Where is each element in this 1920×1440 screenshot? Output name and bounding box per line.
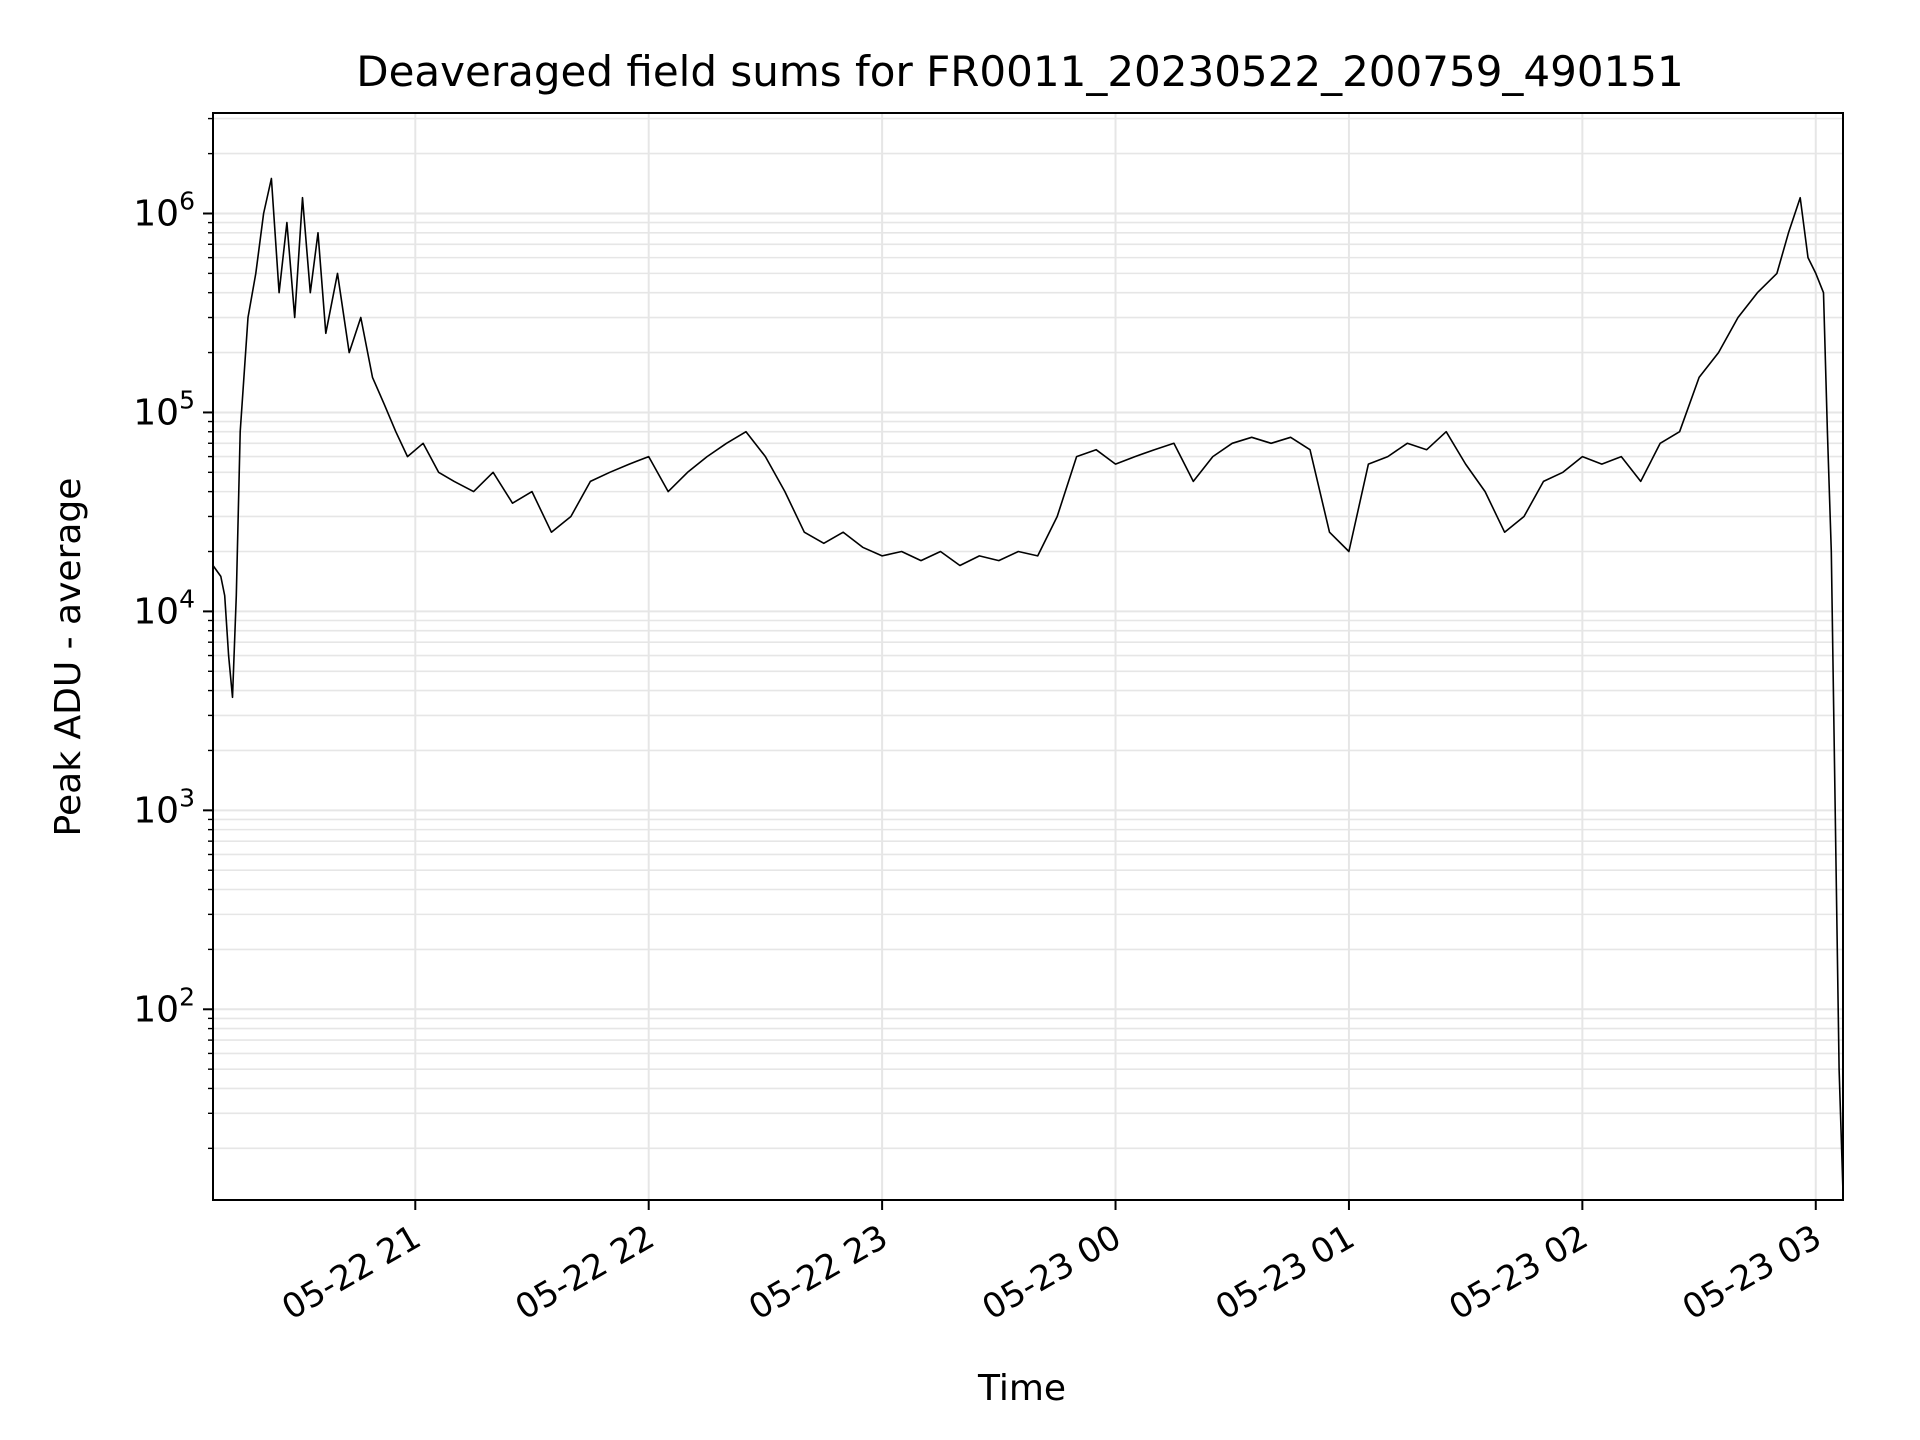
y-tick-exponent: 5 xyxy=(179,385,195,414)
y-tick-label: 104 xyxy=(133,584,195,632)
y-tick-base: 10 xyxy=(133,790,179,831)
y-tick-exponent: 2 xyxy=(179,982,195,1011)
series-layer xyxy=(212,177,1844,1193)
y-axis-label: Peak ADU - average xyxy=(48,478,89,837)
grid xyxy=(213,113,1843,1200)
y-tick-exponent: 6 xyxy=(179,186,195,215)
y-tick-base: 10 xyxy=(133,392,179,433)
chart-title: Deaveraged field sums for FR0011_2023052… xyxy=(356,47,1684,96)
y-tick-label: 103 xyxy=(133,783,195,831)
y-tick-exponent: 3 xyxy=(179,783,195,812)
plot-frame xyxy=(212,112,1844,1201)
y-tick-label: 102 xyxy=(133,982,195,1030)
y-tick-base: 10 xyxy=(133,591,179,632)
y-tick-label: 105 xyxy=(133,385,195,433)
y-tick-label: 106 xyxy=(133,186,195,234)
y-tick-exponent: 4 xyxy=(179,584,195,613)
x-axis-label: Time xyxy=(977,1368,1066,1409)
y-tick-base: 10 xyxy=(133,989,179,1030)
y-tick-base: 10 xyxy=(133,193,179,234)
series-line xyxy=(212,177,1844,1193)
